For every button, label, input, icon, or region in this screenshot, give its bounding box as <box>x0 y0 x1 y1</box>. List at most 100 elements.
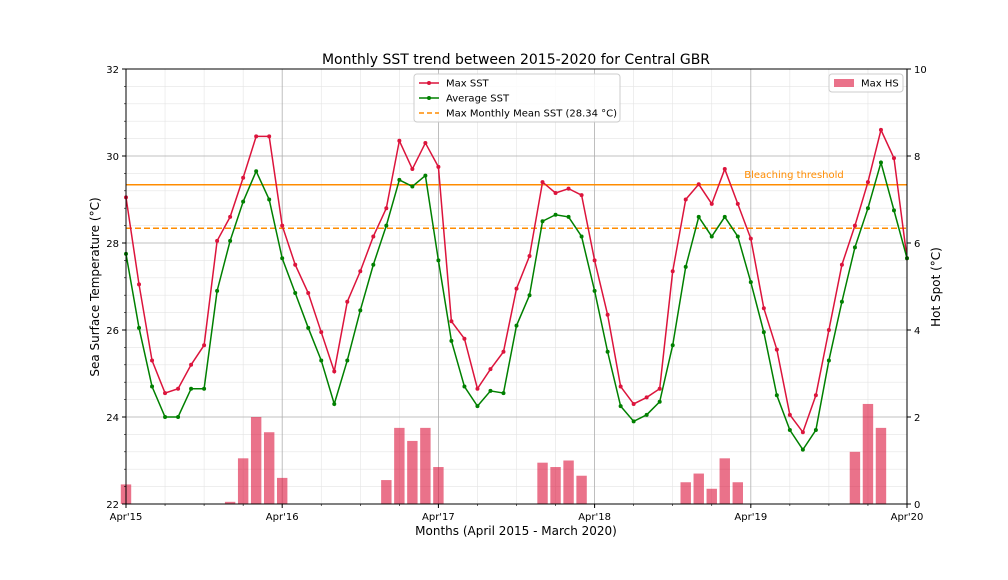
max-sst-point <box>618 384 623 389</box>
max-hs-bar <box>237 458 249 504</box>
reference-line-layer <box>126 183 907 229</box>
max-sst-point <box>306 291 311 296</box>
max-sst-point <box>800 430 805 435</box>
max-hs-bar <box>276 477 288 504</box>
average-sst-point <box>189 386 194 391</box>
y2-tick-label: 4 <box>914 326 920 337</box>
average-sst-point <box>722 214 727 219</box>
max-sst-point <box>735 201 740 206</box>
average-sst-point <box>553 212 558 217</box>
average-sst-point <box>462 384 467 389</box>
grid-layer <box>125 68 908 505</box>
max-hs-bar <box>250 417 262 504</box>
max-hs-bar <box>433 467 444 504</box>
max-sst-point <box>891 156 896 161</box>
average-sst-point <box>631 419 636 424</box>
max-hs-bar <box>732 482 743 504</box>
average-sst-point <box>618 404 623 409</box>
max-sst-point <box>280 223 285 228</box>
x-tick-label: Apr'19 <box>734 512 767 523</box>
average-sst-point <box>215 288 220 293</box>
average-sst-point <box>566 214 571 219</box>
max-sst-point <box>137 282 142 287</box>
legend-label: Max SST <box>446 79 490 90</box>
max-sst-point <box>189 362 194 367</box>
max-sst-point <box>592 258 597 263</box>
max-sst-point <box>150 358 155 363</box>
bar-layer <box>120 403 887 504</box>
max-sst-point <box>839 262 844 267</box>
average-sst-point <box>592 288 597 293</box>
max-sst-point <box>540 180 545 185</box>
x-tick-label: Apr'17 <box>422 512 455 523</box>
y2-tick-label: 8 <box>914 152 920 163</box>
max-hs-bar <box>719 458 730 504</box>
average-sst-point <box>683 264 688 269</box>
average-sst-point <box>423 173 428 178</box>
y-axis-label: Sea Surface Temperature (°C) <box>88 197 102 376</box>
x-tick-label: Apr'20 <box>891 512 924 523</box>
max-hs-bar <box>263 432 275 504</box>
y-tick-label: 32 <box>106 65 119 76</box>
max-sst-point <box>449 319 454 324</box>
average-sst-point <box>176 415 181 419</box>
y-tick-label: 26 <box>106 326 119 337</box>
max-hs-bar <box>420 427 431 504</box>
max-sst-point <box>514 286 519 291</box>
average-sst-point <box>384 223 389 228</box>
max-sst-point <box>345 299 350 304</box>
average-sst-point <box>150 384 155 389</box>
max-sst-point <box>332 369 337 374</box>
max-sst-point <box>774 347 779 352</box>
average-sst-point <box>800 447 805 452</box>
max-hs-bar <box>563 460 574 504</box>
average-sst-point <box>735 234 740 239</box>
max-sst-point <box>423 140 428 145</box>
legend-label: Average SST <box>446 94 510 105</box>
max-sst-point <box>865 180 870 185</box>
legend-label: Max Monthly Mean SST (28.34 °C) <box>446 109 617 120</box>
max-sst-point <box>761 306 766 311</box>
max-sst-point <box>436 164 441 169</box>
average-sst-point <box>436 258 441 263</box>
max-sst-point <box>215 238 220 243</box>
max-hs-bar <box>407 440 418 504</box>
max-sst-point <box>722 167 727 172</box>
max-hs-bar <box>875 427 887 504</box>
average-sst-point <box>345 358 350 363</box>
legend-main-box <box>413 73 621 123</box>
average-sst-point <box>137 325 142 330</box>
max-sst-point <box>878 127 883 132</box>
average-sst-point <box>358 308 363 313</box>
max-sst-point <box>709 201 714 206</box>
max-hs-bar <box>576 475 587 504</box>
max-sst-point <box>553 190 558 195</box>
average-sst-point <box>865 206 870 211</box>
bleaching-threshold-annotation: Bleaching threshold <box>744 170 844 181</box>
legend-marker <box>427 96 431 100</box>
average-sst-point <box>657 399 662 404</box>
average-sst-point <box>527 293 532 298</box>
max-sst-point <box>683 197 688 202</box>
average-sst-point <box>787 428 792 433</box>
max-sst-point <box>579 193 584 198</box>
average-sst-point <box>826 358 831 363</box>
max-sst-point <box>371 234 376 239</box>
average-sst-point <box>449 338 454 343</box>
max-sst-point <box>787 412 792 417</box>
average-sst-point <box>267 197 272 202</box>
chart-title: Monthly SST trend between 2015-2020 for … <box>322 52 710 68</box>
max-sst-point <box>267 134 272 139</box>
average-sst-point <box>878 160 883 165</box>
max-hs-bar <box>394 427 405 504</box>
max-sst-point <box>358 269 363 274</box>
max-hs-bar <box>381 480 392 504</box>
average-sst-point <box>410 184 415 189</box>
average-sst-point <box>488 388 493 393</box>
x-tick-label: Apr'15 <box>110 512 143 523</box>
average-sst-point <box>475 404 480 409</box>
max-hs-bar <box>680 482 691 504</box>
